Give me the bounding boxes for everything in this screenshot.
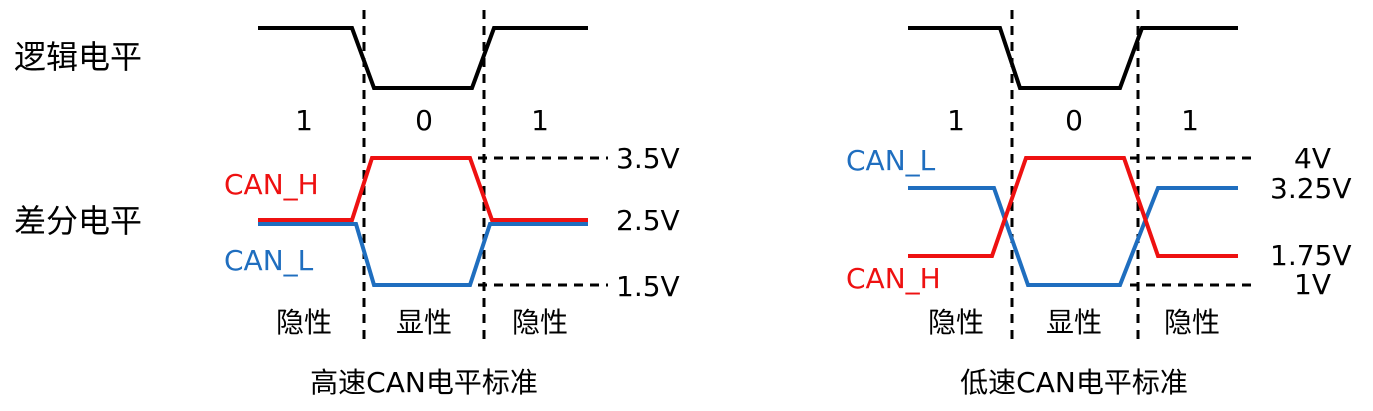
ls-can-l-label: CAN_L <box>846 144 936 177</box>
hs-bit-1: 1 <box>295 104 313 137</box>
hs-can-l-waveform <box>258 222 588 287</box>
hs-state-recessive-2: 隐性 <box>512 306 568 339</box>
ls-bit-1: 1 <box>947 104 965 137</box>
hs-can-h-waveform <box>258 156 588 222</box>
ls-voltage-3-25v: 3.25V <box>1270 172 1352 205</box>
hs-voltage-1-5v: 1.5V <box>616 270 680 303</box>
hs-logic-waveform <box>258 26 588 90</box>
ls-voltage-4v: 4V <box>1294 142 1331 175</box>
hs-bit-2: 0 <box>415 104 433 137</box>
hs-voltage-2-5v: 2.5V <box>616 204 680 237</box>
hs-can-h-label: CAN_H <box>224 168 319 201</box>
ls-can-h-label: CAN_H <box>846 262 941 295</box>
hs-state-recessive-1: 隐性 <box>276 306 332 339</box>
low-speed-can-panel: 1 0 1 CAN_L CAN_H 4V 3.25V 1.75V 1V 隐性 显… <box>846 10 1352 399</box>
hs-bit-3: 1 <box>531 104 549 137</box>
differential-level-label: 差分电平 <box>14 202 142 240</box>
ls-logic-waveform <box>908 26 1238 90</box>
ls-bit-3: 1 <box>1181 104 1199 137</box>
ls-bit-2: 0 <box>1065 104 1083 137</box>
logic-level-label: 逻辑电平 <box>14 38 142 76</box>
ls-title: 低速CAN电平标准 <box>960 366 1188 399</box>
hs-title: 高速CAN电平标准 <box>310 366 538 399</box>
ls-state-dominant: 显性 <box>1046 306 1102 339</box>
ls-can-h-waveform <box>908 156 1238 258</box>
hs-can-l-label: CAN_L <box>224 244 314 277</box>
hs-voltage-3-5v: 3.5V <box>616 142 680 175</box>
hs-state-dominant: 显性 <box>396 306 452 339</box>
high-speed-can-panel: 1 0 1 CAN_H CAN_L 3.5V 2.5V 1.5V 隐性 显性 隐… <box>224 10 680 399</box>
ls-voltage-1v: 1V <box>1294 268 1331 301</box>
ls-state-recessive-2: 隐性 <box>1164 306 1220 339</box>
ls-voltage-1-75v: 1.75V <box>1270 239 1352 272</box>
ls-state-recessive-1: 隐性 <box>928 306 984 339</box>
ls-can-l-waveform <box>908 186 1238 287</box>
